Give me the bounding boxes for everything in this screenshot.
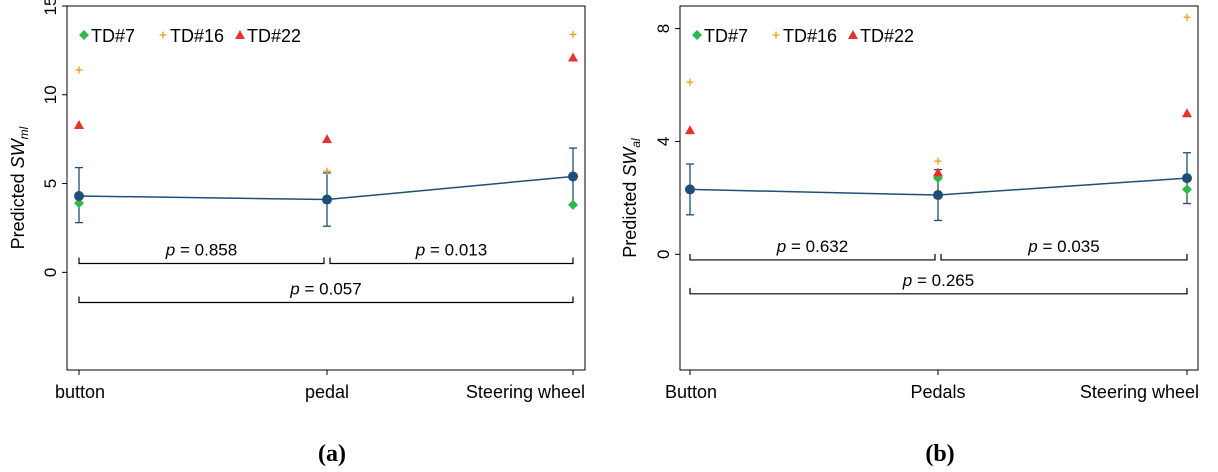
legend-label-td16: TD#16 <box>783 26 837 46</box>
p-symbol: p <box>776 237 786 256</box>
p-symbol: p <box>415 240 425 259</box>
legend-marker-td7 <box>79 30 89 40</box>
point-td16 <box>1183 13 1191 21</box>
point-td16 <box>75 66 83 74</box>
x-category-label: Steering wheel <box>466 382 585 402</box>
legend-marker-td7 <box>692 30 702 40</box>
legend: TD#7 TD#16 TD#22 <box>692 26 914 46</box>
y-axis-label-prefix: Predicted <box>620 177 640 258</box>
x-category-label: button <box>55 382 105 402</box>
legend-label-td16: TD#16 <box>170 26 224 46</box>
point-td22 <box>685 125 695 135</box>
p-value-label: p = 0.858 <box>165 240 237 259</box>
point-td16 <box>686 78 694 86</box>
point-td22 <box>322 134 332 144</box>
y-tick-label: 0 <box>654 250 673 259</box>
mean-point <box>74 190 84 201</box>
p-value-label: p = 0.057 <box>289 280 361 299</box>
p-symbol: p <box>165 240 175 259</box>
p-symbol: p <box>902 271 912 290</box>
point-td16 <box>323 167 331 175</box>
p-value: = 0.035 <box>1038 237 1100 256</box>
legend-label-td22: TD#22 <box>247 26 301 46</box>
mean-point <box>1182 173 1192 184</box>
panel-label: (a) <box>318 441 346 467</box>
comparison-bracket: p = 0.057 <box>78 280 574 304</box>
y-axis-label-subscript: ml <box>17 126 31 139</box>
point-td16 <box>569 30 577 38</box>
p-value: = 0.057 <box>300 280 362 299</box>
mean-point <box>568 171 578 182</box>
chart-panel-1: 0 5 10 15 Predicted SWml button pedal Steering … <box>8 0 586 467</box>
comparison-bracket: p = 0.265 <box>689 271 1188 295</box>
mean-point <box>685 184 695 195</box>
y-tick-label: 5 <box>41 179 60 188</box>
comparison-bracket: p = 0.632 <box>689 237 936 261</box>
p-value-label: p = 0.013 <box>415 240 487 259</box>
p-value: = 0.013 <box>425 240 487 259</box>
x-category-label: Steering wheel <box>1080 382 1199 402</box>
y-axis-label-subscript: al <box>629 138 643 148</box>
y-axis-label-symbol: SW <box>8 137 28 168</box>
bracket-line <box>689 287 1188 295</box>
y-axis-label: Predicted SWal <box>620 138 643 258</box>
legend-marker-td22 <box>235 30 245 39</box>
y-axis-label-prefix: Predicted <box>8 168 28 249</box>
mean-point <box>933 190 943 201</box>
p-value: = 0.265 <box>912 271 974 290</box>
comparison-bracket: p = 0.035 <box>940 237 1188 261</box>
p-symbol: p <box>1027 237 1037 256</box>
y-axis-label: Predicted SWml <box>8 126 31 249</box>
point-td22 <box>933 167 943 177</box>
legend-label-td7: TD#7 <box>704 26 748 46</box>
y-tick-label: 8 <box>654 24 673 33</box>
p-value-label: p = 0.265 <box>902 271 974 290</box>
point-td7 <box>568 199 578 210</box>
comparison-bracket: p = 0.013 <box>329 240 574 265</box>
x-category-label: Pedals <box>910 382 965 402</box>
bracket-line <box>329 257 574 265</box>
mean-point <box>322 194 332 205</box>
x-category-label: pedal <box>305 382 349 402</box>
legend-marker-td22 <box>848 30 858 39</box>
bracket-line <box>78 296 574 304</box>
bracket-line <box>689 253 936 261</box>
legend: TD#7 TD#16 TD#22 <box>79 26 301 46</box>
p-symbol: p <box>289 280 299 299</box>
point-td7 <box>1182 184 1192 195</box>
y-tick-label: 0 <box>41 268 60 277</box>
y-axis-label-symbol: SW <box>620 146 640 177</box>
point-td22 <box>74 119 84 129</box>
p-value: = 0.858 <box>175 240 237 259</box>
bracket-line <box>78 257 325 265</box>
point-td7 <box>74 198 84 209</box>
p-value-label: p = 0.632 <box>776 237 848 256</box>
x-category-label: Button <box>665 382 717 402</box>
bracket-line <box>940 253 1188 261</box>
panel-label: (b) <box>925 441 954 467</box>
p-value-label: p = 0.035 <box>1027 237 1099 256</box>
y-tick-label: 15 <box>41 0 60 15</box>
y-tick-label: 10 <box>41 85 60 104</box>
legend-label-td7: TD#7 <box>91 26 135 46</box>
p-value: = 0.632 <box>786 237 848 256</box>
plot-frame <box>66 5 586 371</box>
point-td22 <box>1182 108 1192 118</box>
y-tick-label: 4 <box>654 137 673 146</box>
point-td16 <box>934 157 942 165</box>
legend-label-td22: TD#22 <box>860 26 914 46</box>
chart-panel-2: 0 4 8 Predicted SWal Button Pedals Steering wh… <box>620 5 1199 467</box>
point-td22 <box>568 52 578 62</box>
comparison-bracket: p = 0.858 <box>78 240 325 265</box>
legend-marker-td16 <box>772 31 780 39</box>
plot-frame <box>679 5 1199 371</box>
legend-marker-td16 <box>159 31 167 39</box>
